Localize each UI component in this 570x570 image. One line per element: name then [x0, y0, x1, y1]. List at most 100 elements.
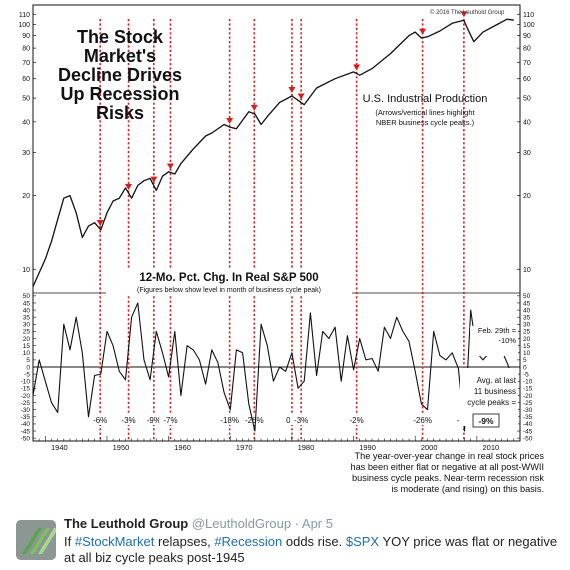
- lower-y-tick-label: -45: [21, 428, 31, 435]
- upper-y-tick-label: 60: [22, 76, 30, 83]
- avg-note-line-2: 11 business: [474, 387, 516, 396]
- lower-y-tick-label: 0: [26, 364, 30, 371]
- lower-y-tick-label-right: 25: [523, 329, 531, 336]
- copyright-text: © 2016 The Leuthold Group: [430, 9, 505, 16]
- upper-y-tick-label: 110: [19, 12, 30, 19]
- lower-y-tick-label-right: 35: [523, 314, 531, 321]
- avg-value-box: [472, 413, 500, 428]
- lower-y-tick-label-right: -40: [523, 421, 533, 428]
- lower-y-tick-label-right: -20: [523, 393, 533, 400]
- tweet-hashtag-link[interactable]: $SPX: [345, 534, 380, 549]
- upper-y-tick-label: 20: [22, 193, 30, 200]
- lower-y-tick-label: -30: [21, 407, 31, 414]
- lower-y-tick-label: 35: [23, 314, 31, 321]
- lower-y-tick-label: 10: [23, 350, 31, 357]
- chart-title-line-1: The Stock: [77, 27, 164, 47]
- peak-arrow-marker: [226, 118, 234, 125]
- upper-y-tick-label-right: 90: [523, 33, 531, 40]
- upper-y-tick-label-right: 50: [523, 96, 531, 103]
- x-tick-label: 1970: [236, 443, 253, 452]
- peak-value-label: -18%: [220, 416, 239, 425]
- author-handle[interactable]: @LeutholdGroup: [191, 516, 292, 531]
- tweet-card: The Leuthold Group @LeutholdGroup · Apr …: [0, 500, 570, 570]
- tweet-text-segment: odds rise.: [282, 534, 346, 549]
- series-label: U.S. Industrial Production: [363, 93, 488, 105]
- peak-arrow-marker: [150, 176, 158, 183]
- avg-value: -9%: [478, 416, 494, 426]
- x-tick-label: 2000: [421, 443, 438, 452]
- lower-y-tick-label: -50: [21, 435, 31, 442]
- upper-y-tick-label-right: 110: [523, 12, 534, 19]
- caption-line-3: business cycle peaks. Near-term recessio…: [352, 473, 544, 483]
- upper-y-tick-label: 80: [22, 46, 30, 53]
- peak-value-label: -26%: [245, 416, 264, 425]
- peak-arrow-marker: [353, 64, 361, 71]
- lower-y-tick-label-right: 10: [523, 350, 531, 357]
- peak-label-bg: [218, 415, 241, 425]
- lower-subtitle: (Figures below show level in month of bu…: [137, 287, 321, 294]
- avatar[interactable]: [16, 520, 56, 560]
- lower-y-tick-label-right: 20: [523, 336, 531, 343]
- sp500-yoy-line: [32, 302, 515, 432]
- header-separator: ·: [291, 516, 302, 531]
- series-note-line-2: NBER business cycle peaks.): [376, 118, 475, 127]
- upper-y-tick-label: 30: [22, 150, 30, 157]
- lower-y-tick-label: -20: [21, 393, 31, 400]
- chart-title-line-4: Up Recession: [60, 84, 179, 104]
- lower-y-tick-label: 40: [23, 307, 31, 314]
- upper-y-tick-label-right: 100: [523, 22, 535, 29]
- peak-label-bg: [290, 415, 313, 425]
- tweet-header: The Leuthold Group @LeutholdGroup · Apr …: [64, 516, 333, 531]
- lower-y-tick-label: 25: [23, 329, 31, 336]
- lower-y-tick-label-right: 40: [523, 307, 531, 314]
- lower-y-tick-label-right: -35: [523, 414, 533, 421]
- peak-arrow-marker: [125, 184, 133, 191]
- tweet-hashtag-link[interactable]: #StockMarket: [74, 534, 155, 549]
- chart-title-line-3: Decline Drives: [58, 65, 182, 85]
- lower-y-tick-label: 15: [23, 343, 31, 350]
- x-tick-label: 1980: [298, 443, 315, 452]
- industrial-production-line: [32, 18, 514, 287]
- tweet-text-segment: YOY price was flat or negative at all bi…: [64, 534, 558, 565]
- upper-y-tick-label-right: 10: [523, 267, 531, 274]
- peak-label-bg: [411, 415, 434, 425]
- upper-y-tick-label: 90: [22, 33, 30, 40]
- plot-frame: [32, 4, 521, 442]
- upper-y-tick-label-right: 30: [523, 150, 531, 157]
- lower-y-tick-label: 5: [26, 357, 30, 364]
- peak-arrow-marker: [96, 220, 104, 227]
- peak-value-label: -7%: [163, 416, 177, 425]
- tweet-text: If #StockMarket relapses, #Recession odd…: [64, 534, 560, 566]
- lower-y-tick-label-right: 15: [523, 343, 531, 350]
- peak-value-label: -3%: [294, 416, 308, 425]
- lower-y-tick-label: -15: [21, 386, 31, 393]
- upper-y-tick-label-right: 60: [523, 76, 531, 83]
- x-tick-label: 1960: [174, 443, 191, 452]
- lower-y-tick-label-right: -15: [523, 386, 533, 393]
- lower-y-tick-label-right: -30: [523, 407, 533, 414]
- avg-note-line-3: cycle peaks =: [467, 398, 516, 407]
- upper-y-tick-label-right: 70: [523, 60, 531, 67]
- series-note-line-1: (Arrows/vertical lines highlight: [375, 108, 475, 117]
- upper-y-tick-label: 50: [22, 96, 30, 103]
- peak-label-bg: [117, 415, 140, 425]
- caption-line-4: is moderate (and rising) on this basis.: [391, 484, 544, 494]
- upper-y-tick-label: 70: [22, 60, 30, 67]
- tweet-text-segment: If: [64, 534, 75, 549]
- chart: -6%-3%-9%-7%-18%-26%0%-3%-2%-26%-1% 1010…: [18, 4, 545, 494]
- tweet-hashtag-link[interactable]: #Recession: [214, 534, 283, 549]
- upper-y-tick-label: 10: [22, 267, 30, 274]
- peak-arrow-marker: [460, 11, 468, 18]
- upper-y-tick-label: 40: [22, 119, 30, 126]
- lower-y-tick-label-right: -50: [523, 435, 533, 442]
- peak-arrow-marker: [297, 93, 305, 100]
- lower-y-tick-label: 20: [23, 336, 31, 343]
- peak-label-bg: [142, 415, 165, 425]
- author-name[interactable]: The Leuthold Group: [64, 516, 189, 531]
- x-tick-label: 1990: [359, 443, 376, 452]
- lower-y-tick-label: -35: [21, 414, 31, 421]
- upper-y-tick-label-right: 40: [523, 119, 531, 126]
- lower-y-tick-label-right: -25: [523, 400, 533, 407]
- tweet-date[interactable]: Apr 5: [301, 516, 333, 531]
- peak-label-bg: [159, 415, 182, 425]
